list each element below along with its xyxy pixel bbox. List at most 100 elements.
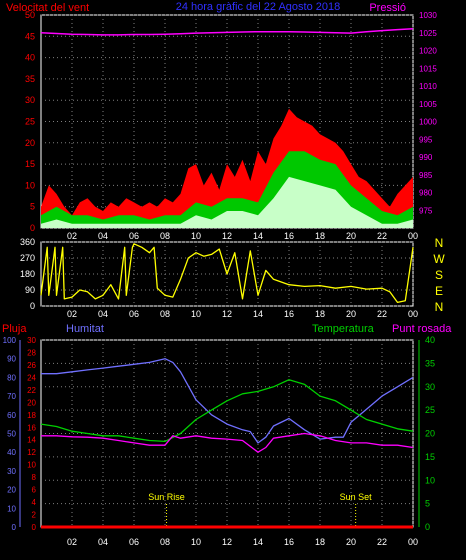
wind-xtick-02: 02 [67,231,77,241]
rain-ytick-28: 28 [27,348,36,357]
direction-xtick-14: 14 [253,309,263,319]
rain-ytick-20: 20 [27,398,36,407]
humidity-xtick-06: 06 [129,537,139,547]
wind-ytick-45: 45 [25,31,35,41]
humidity-xtick-14: 14 [253,537,263,547]
wind-xtick-12: 12 [222,231,232,241]
wind-speed-title: Velocitat del vent [6,2,89,14]
direction-xtick-08: 08 [160,309,170,319]
wind-ytick-20: 20 [25,138,35,148]
pressure-ytick-980: 980 [419,189,433,198]
pressure-ytick-1010: 1010 [419,82,437,91]
direction-xtick-02: 02 [67,309,77,319]
direction-xtick-20: 20 [346,309,356,319]
humidity-ytick-70: 70 [7,392,16,401]
pressure-ytick-985: 985 [419,171,433,180]
wind-minimum-area [41,176,413,228]
wind-ytick-25: 25 [25,117,35,127]
humidity-ytick-80: 80 [7,373,16,382]
humidity-ytick-0: 0 [12,523,17,532]
wind-xtick-04: 04 [98,231,108,241]
compass-label-S-2: S [435,268,443,282]
pressure-ytick-1030: 1030 [419,11,437,20]
humidity-ytick-40: 40 [7,448,16,457]
wind-xtick-00: 00 [408,231,418,241]
temperature-ytick-0: 0 [425,522,430,532]
rain-ytick-24: 24 [27,373,36,382]
direction-ytick-0: 0 [30,301,35,311]
pressure-ytick-1000: 1000 [419,118,437,127]
humidity-xtick-00: 00 [408,537,418,547]
direction-ytick-180: 180 [20,269,35,279]
humidity-ytick-90: 90 [7,355,16,364]
humidity-xtick-10: 10 [191,537,201,547]
pressure-ytick-1015: 1015 [419,64,437,73]
wind-xtick-14: 14 [253,231,263,241]
pressure-ytick-990: 990 [419,153,433,162]
rain-ytick-6: 6 [32,486,37,495]
wind-ytick-30: 30 [25,95,35,105]
pressure-ytick-1005: 1005 [419,100,437,109]
direction-xtick-16: 16 [284,309,294,319]
wind-ytick-10: 10 [25,180,35,190]
temperature-title: Temperatura [312,323,375,335]
humidity-ytick-100: 100 [3,336,17,345]
direction-ytick-270: 270 [20,253,35,263]
wind-xtick-06: 06 [129,231,139,241]
direction-xtick-18: 18 [315,309,325,319]
wind-ytick-35: 35 [25,74,35,84]
chart-title: 24 hora gràfic del 22 Agosto 2018 [176,1,341,13]
humidity-xtick-18: 18 [315,537,325,547]
pressure-ytick-1025: 1025 [419,29,437,38]
temperature-ytick-40: 40 [425,335,435,345]
wind-ytick-5: 5 [30,202,35,212]
compass-label-N-4: N [435,300,444,314]
rain-ytick-16: 16 [27,423,36,432]
pressure-ytick-995: 995 [419,135,433,144]
humidity-ytick-10: 10 [7,504,16,513]
direction-xtick-22: 22 [377,309,387,319]
temperature-ytick-15: 15 [425,452,435,462]
sun-label-0: Sun Rise [148,492,185,502]
humidity-ytick-20: 20 [7,486,16,495]
direction-ytick-360: 360 [20,237,35,247]
wind-xtick-20: 20 [346,231,356,241]
pressure-ytick-975: 975 [419,206,433,215]
direction-ytick-90: 90 [25,285,35,295]
rain-ytick-22: 22 [27,386,36,395]
temperature-line [40,379,414,443]
wind-ytick-40: 40 [25,53,35,63]
temperature-ytick-25: 25 [425,405,435,415]
wind-ytick-0: 0 [30,223,35,233]
pressure-title: Pressió [369,2,406,14]
rain-ytick-4: 4 [32,498,37,507]
humidity-xtick-20: 20 [346,537,356,547]
direction-xtick-00: 00 [408,309,418,319]
pressure-ytick-1020: 1020 [419,47,437,56]
direction-xtick-10: 10 [191,309,201,319]
wind-xtick-22: 22 [377,231,387,241]
humidity-ytick-50: 50 [7,430,16,439]
pressure-line [40,28,414,36]
rain-ytick-2: 2 [32,511,37,520]
humidity-xtick-12: 12 [222,537,232,547]
temperature-ytick-30: 30 [425,382,435,392]
wind-xtick-16: 16 [284,231,294,241]
humidity-xtick-02: 02 [67,537,77,547]
humidity-title: Humitat [66,323,104,335]
compass-label-E-3: E [435,284,443,298]
dewpoint-title: Punt rosada [392,323,452,335]
temperature-ytick-35: 35 [425,358,435,368]
wind-ytick-15: 15 [25,159,35,169]
rain-title: Pluja [2,323,27,335]
rain-ytick-10: 10 [27,461,36,470]
rain-ytick-12: 12 [27,448,36,457]
humidity-ytick-30: 30 [7,467,16,476]
rain-ytick-14: 14 [27,436,36,445]
direction-xtick-12: 12 [222,309,232,319]
direction-xtick-06: 06 [129,309,139,319]
chart-layer: 0510152025303540455097598098599099510001… [3,10,446,547]
wind-xtick-08: 08 [160,231,170,241]
